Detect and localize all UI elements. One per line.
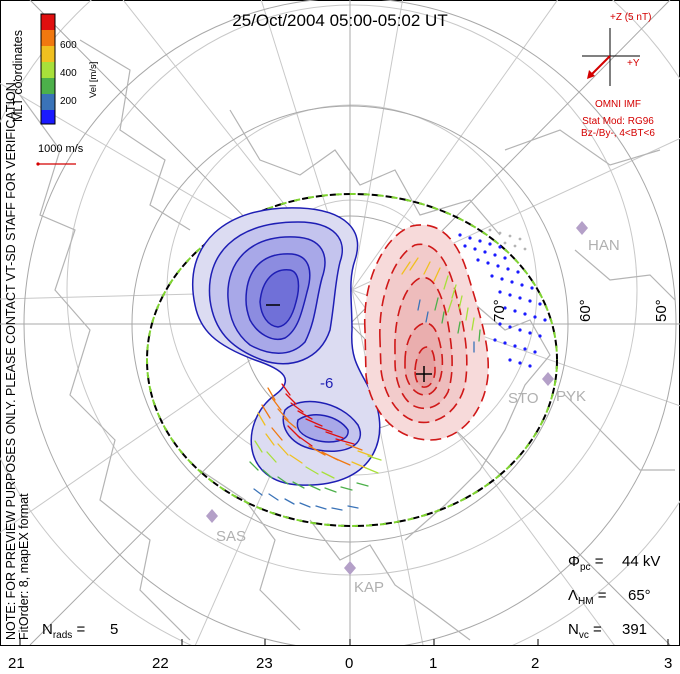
colorbar-segment-1 [41,30,55,46]
imf-condition-label: Bz-/By-, 4<BT<6 [581,128,655,139]
velocity-colorbar: 600 400 200 Vel [m/s] [40,13,99,125]
colorbar-segment-5 [41,94,55,110]
mlt-label-23: 23 [256,655,273,672]
site-label-kap: KAP [354,579,384,596]
scale-vector-origin [36,162,40,166]
lambda-hm-symbol: ΛHM = [568,587,607,607]
colorbar-segment-2 [41,46,55,62]
colorbar-tick-400: 400 [60,68,77,79]
imf-vector [589,55,611,77]
coordinates-label: MLT coordinates [11,30,25,122]
phi-pc-value: 44 kV [622,553,660,570]
colorbar-segment-6 [41,110,55,124]
site-marker-kap [344,561,356,575]
mlt-label-22: 22 [152,655,169,672]
site-label-pyk: PYK [556,388,586,405]
velocity-vectors [249,228,547,511]
latitude-label-60: 60° [577,299,594,322]
site-marker-sas [206,509,218,523]
imf-vector-head [587,70,595,79]
site-label-sto: STO [508,390,539,407]
scale-vector-label: 1000 m/s [38,143,84,155]
negative-convection-cell [192,207,381,486]
latitude-label-50: 50° [653,299,670,322]
colorbar-tick-600: 600 [60,40,77,51]
mlt-label-2: 2 [531,655,539,672]
colorbar-segment-3 [41,62,55,78]
map-title: 25/Oct/2004 05:00-05:02 UT [232,11,447,30]
imf-source-label: OMNI IMF [595,99,641,110]
fit-order-label: FitOrder: 8, mapEX format [17,493,31,640]
mlt-label-3: 3 [664,655,672,672]
imf-model-label: Stat Mod: RG96 [582,116,654,127]
site-label-sas: SAS [216,528,246,545]
hm-boundary-green [146,193,558,527]
positive-convection-cell [363,224,490,441]
imf-y-label: +Y [627,58,640,69]
site-marker-pyk [542,372,554,386]
colorbar-tick-200: 200 [60,96,77,107]
imf-clock: +Z (5 nT) +Y OMNI IMF Stat Mod: RG96 Bz-… [581,12,655,139]
site-marker-han [576,221,588,235]
n-vc-symbol: Nvc = [568,621,602,641]
mlt-label-1: 1 [429,655,437,672]
mlt-axis [19,639,669,645]
maximum-marker [416,366,432,382]
colorbar-segment-4 [41,78,55,94]
latitude-label-70: 70° [491,299,508,322]
preview-note: NOTE: FOR PREVIEW PURPOSES ONLY. PLEASE … [4,79,18,640]
n-vc-value: 391 [622,621,647,638]
colorbar-label: Vel [m/s] [88,62,99,98]
contour-label: -6 [320,375,333,392]
imf-z-label: +Z (5 nT) [610,12,651,23]
colorbar-segment-0 [41,14,55,30]
phi-pc-symbol: Φpc = [568,553,604,573]
map-statistics: Φpc = 44 kV ΛHM = 65° Nvc = 391 Nrads = … [42,553,660,641]
lambda-hm-value: 65° [628,587,651,604]
site-label-han: HAN [588,237,620,254]
n-rads-value: 5 [110,621,118,638]
mlt-label-0: 0 [345,655,353,672]
mlt-label-21: 21 [8,655,25,672]
radar-sites [206,221,588,575]
